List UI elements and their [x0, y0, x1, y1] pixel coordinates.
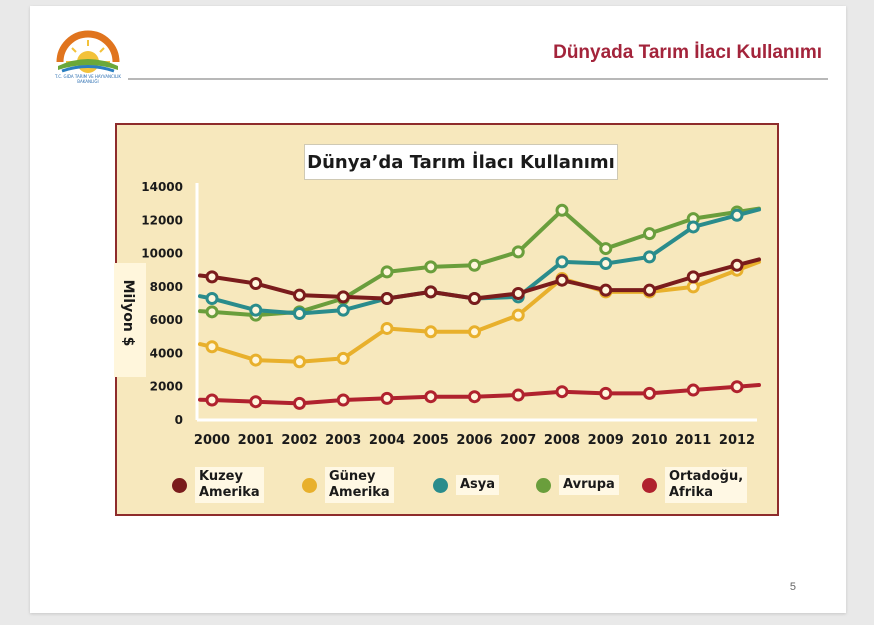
data-point	[555, 385, 569, 399]
data-point	[468, 390, 481, 404]
page-number: 5	[789, 581, 796, 593]
data-point	[380, 292, 394, 306]
y-tick-label: 0	[175, 413, 183, 427]
x-tick-label: 2007	[500, 433, 536, 448]
data-point	[511, 388, 525, 402]
data-point	[643, 283, 656, 297]
data-point	[511, 308, 525, 322]
legend-label: Kuzey Amerika	[195, 467, 264, 503]
data-point	[205, 305, 219, 319]
data-point	[686, 220, 700, 234]
y-tick-label: 14000	[141, 180, 183, 194]
data-point	[599, 386, 613, 400]
legend-item: Avrupa	[536, 465, 619, 505]
data-point	[686, 270, 700, 284]
data-point	[643, 250, 656, 264]
data-point	[599, 283, 613, 297]
data-point	[205, 340, 219, 354]
data-point	[599, 242, 613, 256]
x-tick-label: 2012	[719, 433, 755, 448]
data-point	[468, 325, 481, 339]
data-point	[293, 396, 306, 410]
legend-label: Avrupa	[559, 475, 619, 495]
data-point	[643, 227, 656, 241]
data-point	[249, 277, 263, 291]
data-point	[555, 273, 569, 287]
slide-title: Dünyada Tarım İlacı Kullanımı	[553, 42, 822, 63]
data-point	[424, 325, 438, 339]
x-tick-label: 2011	[675, 433, 711, 448]
sun-logo-icon	[56, 30, 120, 73]
x-tick-label: 2002	[281, 433, 317, 448]
data-point	[249, 303, 263, 317]
data-point	[336, 351, 350, 365]
data-point	[205, 270, 219, 284]
data-point	[249, 353, 263, 367]
data-point	[686, 383, 700, 397]
data-point	[730, 380, 744, 394]
data-point	[293, 288, 306, 302]
data-point	[293, 355, 306, 369]
data-point	[249, 395, 263, 409]
logo-text: T.C. GIDA TARIM VE HAYVANCILIK BAKANLIĞI	[54, 74, 122, 84]
legend-label: Güney Amerika	[325, 467, 394, 503]
data-point	[511, 245, 525, 259]
data-point	[293, 306, 306, 320]
legend-label: Ortadoğu, Afrika	[665, 467, 748, 503]
y-tick-label: 8000	[150, 280, 183, 294]
data-point	[336, 393, 350, 407]
legend-item: Ortadoğu, Afrika	[642, 465, 748, 505]
data-point	[599, 257, 613, 271]
data-point	[424, 390, 438, 404]
data-point	[511, 287, 525, 301]
x-tick-label: 2003	[325, 433, 361, 448]
x-tick-label: 2009	[588, 433, 624, 448]
y-tick-label: 6000	[150, 313, 183, 327]
data-point	[555, 203, 569, 217]
x-tick-label: 2000	[194, 433, 230, 448]
data-point	[730, 208, 744, 222]
y-tick-label: 10000	[141, 247, 183, 261]
data-point	[424, 285, 438, 299]
legend-marker-icon	[172, 477, 187, 493]
legend-marker-icon	[433, 477, 448, 493]
ministry-logo: T.C. GIDA TARIM VE HAYVANCILIK BAKANLIĞI	[52, 22, 124, 90]
y-tick-label: 4000	[150, 346, 183, 360]
x-tick-label: 2001	[238, 433, 274, 448]
data-point	[380, 265, 394, 279]
x-tick-label: 2008	[544, 433, 580, 448]
legend-item: Asya	[433, 465, 500, 505]
legend-marker-icon	[642, 477, 657, 493]
legend-marker-icon	[536, 477, 551, 493]
y-axis-label-box: Milyon $	[114, 263, 146, 377]
data-point	[205, 292, 219, 306]
data-point	[205, 393, 219, 407]
title-divider	[128, 78, 828, 80]
legend-item: Güney Amerika	[302, 465, 394, 505]
data-point	[468, 292, 481, 306]
x-tick-label: 2005	[413, 433, 449, 448]
data-point	[468, 258, 481, 272]
slide: T.C. GIDA TARIM VE HAYVANCILIK BAKANLIĞI…	[30, 6, 846, 613]
data-point	[730, 258, 744, 272]
line-chart: 0 2000 4000 6000 8000 10000 12000 14000 2000 2001…	[141, 180, 761, 448]
data-point	[380, 391, 394, 405]
legend-item: Kuzey Amerika	[172, 465, 264, 505]
y-tick-label: 12000	[141, 213, 183, 227]
data-point	[380, 321, 394, 335]
x-tick-label: 2006	[456, 433, 492, 448]
legend-label: Asya	[456, 475, 500, 495]
data-point	[336, 290, 350, 304]
legend-marker-icon	[302, 477, 317, 493]
x-tick-label: 2004	[369, 433, 405, 448]
x-tick-label: 2010	[631, 433, 667, 448]
chart-frame: Dünya’da Tarım İlacı Kullanımı Milyon $ …	[114, 123, 779, 516]
data-point	[643, 386, 656, 400]
data-point	[424, 260, 438, 274]
data-point	[336, 303, 350, 317]
chart-title: Dünya’da Tarım İlacı Kullanımı	[304, 144, 618, 180]
y-tick-label: 2000	[150, 380, 183, 394]
data-point	[555, 255, 569, 269]
